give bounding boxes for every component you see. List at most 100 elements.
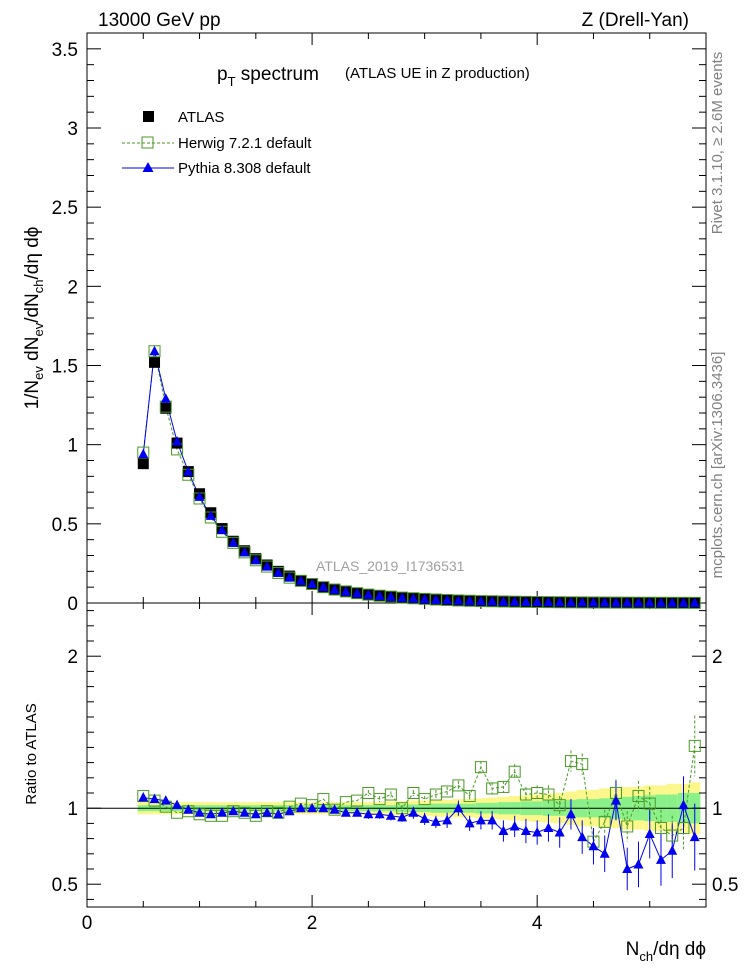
y-tick-label: 3.5 <box>52 40 78 61</box>
pythia-point <box>554 596 565 607</box>
pythia-point <box>599 597 610 607</box>
atlas-point <box>149 356 161 368</box>
x-tick-label: 0 <box>82 913 93 934</box>
rivet-label: Rivet 3.1.10, ≥ 2.6M events <box>709 52 726 235</box>
pythia-ratio-point <box>160 795 171 805</box>
x-tick-label: 2 <box>307 913 318 934</box>
pythia-point <box>363 589 374 599</box>
pythia-ratio-point <box>678 799 689 810</box>
ratio-y-tick-label-left: 0.5 <box>52 875 78 896</box>
axes: 0 2 400.511.522.533.50.5 0.51 12 2 <box>52 32 738 934</box>
y-axis-label: 1/Nev dNev/dNch/dη dϕ <box>22 227 46 410</box>
pythia-ratio-point <box>577 831 588 842</box>
pythia-point <box>689 597 700 607</box>
svg-text:1/Nev dNev/dNch/dη dϕ: 1/Nev dNev/dNch/dη dϕ <box>22 227 46 410</box>
pythia-ratio-point <box>430 816 441 826</box>
ratio-y-tick-label-right: 1 <box>712 799 723 820</box>
analysis-label: ATLAS_2019_I1736531 <box>316 558 465 574</box>
pythia-point <box>453 595 464 605</box>
pythia-point <box>588 597 599 607</box>
pythia-ratio-point <box>419 813 430 823</box>
pythia-point <box>633 597 644 607</box>
pythia-ratio-point <box>340 807 351 817</box>
pythia-point <box>329 584 340 594</box>
pythia-point <box>397 592 408 602</box>
pythia-point <box>307 578 318 588</box>
herwig-ratio-point <box>677 821 690 834</box>
pythia-ratio-point <box>329 804 340 814</box>
plot-title: pT spectrum <box>217 64 319 89</box>
legend: ATLAS Herwig 7.2.1 default Pythia 8.308 … <box>122 109 312 177</box>
pythia-ratio-point <box>307 802 318 813</box>
pythia-point <box>217 524 228 535</box>
herwig-ratio-point <box>497 780 510 793</box>
pythia-point <box>138 448 149 459</box>
ratio-plot-frame <box>86 602 707 908</box>
herwig-ratio-point <box>632 790 645 803</box>
y-tick-label: 2.5 <box>52 198 78 219</box>
pythia-ratio-point <box>464 817 475 828</box>
legend-herwig-label: Herwig 7.2.1 default <box>178 135 312 152</box>
pythia-ratio-point <box>453 802 464 813</box>
pythia-point <box>194 491 205 501</box>
pythia-point <box>565 596 576 607</box>
pythia-ratio-point <box>689 831 700 842</box>
y-tick-label: 2 <box>67 277 78 298</box>
energy-label: 13000 GeV pp <box>98 10 221 31</box>
herwig-ratio-point <box>362 787 375 799</box>
herwig-ratio-point <box>373 793 386 806</box>
pythia-point <box>430 594 441 604</box>
pythia-ratio-point <box>442 814 453 825</box>
legend-pythia-marker <box>142 162 154 172</box>
pythia-ratio-point <box>565 808 576 819</box>
plot-subtitle: (ATLAS UE in Z production) <box>345 65 530 82</box>
pythia-ratio-point <box>183 804 194 814</box>
pythia-ratio-point <box>622 863 633 873</box>
herwig-ratio-point <box>654 821 667 834</box>
herwig-ratio-point <box>519 788 532 801</box>
pythia-point <box>228 537 239 547</box>
herwig-ratio-point <box>429 788 442 801</box>
pythia-ratio-point <box>655 854 666 864</box>
legend-atlas-label: ATLAS <box>178 109 224 126</box>
pythia-point <box>318 581 329 592</box>
ratio-y-tick-label-right: 2 <box>712 647 723 668</box>
pythia-ratio-point <box>194 807 205 817</box>
pythia-ratio-point <box>205 808 216 819</box>
process-label: Z (Drell-Yan) <box>582 10 689 31</box>
atlas-point <box>137 458 149 470</box>
pythia-ratio-point <box>487 814 498 825</box>
pythia-ratio-point <box>318 802 329 813</box>
pythia-point <box>284 572 295 582</box>
herwig-ratio-point <box>621 820 634 833</box>
herwig-ratio-point <box>643 797 656 810</box>
pythia-point <box>464 595 475 605</box>
pythia-point <box>262 561 273 571</box>
ratio-y-axis-label: Ratio to ATLAS <box>23 703 40 804</box>
herwig-ratio-point <box>418 793 431 806</box>
y-tick-label: 1 <box>67 436 78 457</box>
pythia-ratio-point <box>374 808 385 819</box>
pythia-point <box>250 554 261 565</box>
herwig-ratio-point <box>407 787 420 799</box>
pythia-ratio-point <box>408 807 419 817</box>
pythia-point <box>498 596 509 606</box>
pythia-point <box>374 590 385 601</box>
herwig-ratio-point <box>531 787 544 799</box>
pythia-ratio-point <box>588 840 599 851</box>
y-tick-label: 0.5 <box>52 515 78 536</box>
pythia-ratio-point <box>149 793 160 804</box>
y-tick-label: 3 <box>67 119 78 140</box>
pythia-ratio-point <box>228 805 239 816</box>
pythia-ratio-point <box>475 814 486 825</box>
pythia-ratio-point <box>172 799 183 810</box>
herwig-ratio-point <box>542 788 555 801</box>
pythia-point <box>667 597 678 607</box>
herwig-ratio-point <box>463 790 476 803</box>
pythia-ratio-point <box>644 828 655 839</box>
pythia-ratio-point <box>273 808 284 819</box>
pythia-ratio-point <box>284 805 295 816</box>
x-axis-label: Nch/dη dϕ <box>626 939 706 964</box>
pythia-ratio-point <box>295 802 306 813</box>
pythia-ratio-point <box>599 848 610 858</box>
